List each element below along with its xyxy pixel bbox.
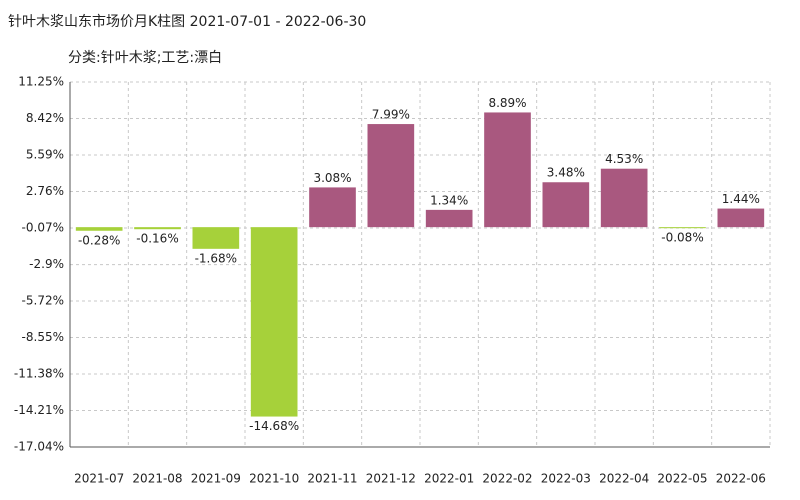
- value-label: 7.99%: [372, 108, 410, 122]
- y-tick-label: -5.72%: [22, 293, 64, 307]
- chart-subtitle: 分类:针叶木浆;工艺:漂白: [68, 50, 222, 66]
- value-label: -1.68%: [195, 251, 237, 265]
- value-label: 4.53%: [605, 152, 643, 166]
- bar: [717, 208, 765, 228]
- y-tick-label: -17.04%: [14, 440, 64, 454]
- value-label: 1.34%: [430, 193, 468, 207]
- x-tick-label: 2022-02: [482, 472, 532, 486]
- bar: [134, 227, 181, 230]
- value-label: -14.68%: [249, 419, 299, 433]
- x-tick-label: 2022-03: [541, 472, 591, 486]
- x-tick-label: 2022-06: [716, 472, 766, 486]
- x-tick-label: 2021-10: [249, 472, 299, 486]
- bar: [425, 209, 473, 228]
- x-tick-label: 2022-04: [599, 472, 649, 486]
- y-tick-label: -2.9%: [29, 257, 64, 271]
- value-label: 3.08%: [313, 171, 351, 185]
- bar: [542, 182, 590, 228]
- x-tick-label: 2021-08: [132, 472, 182, 486]
- x-tick-label: 2021-09: [191, 472, 241, 486]
- value-label: -0.08%: [661, 231, 703, 245]
- y-tick-label: 5.59%: [26, 148, 64, 162]
- bar: [309, 187, 356, 228]
- y-tick-label: 8.42%: [26, 111, 64, 125]
- bar: [600, 168, 648, 228]
- chart-title: 针叶木浆山东市场价月K柱图 2021-07-01 - 2022-06-30: [8, 13, 366, 30]
- value-label: 1.44%: [722, 192, 760, 206]
- y-tick-label: 2.76%: [26, 184, 64, 198]
- bar: [484, 112, 531, 228]
- value-label: -0.16%: [136, 232, 178, 246]
- x-tick-label: 2021-12: [366, 472, 416, 486]
- x-tick-label: 2022-05: [657, 472, 707, 486]
- value-label: -0.28%: [78, 233, 120, 247]
- x-tick-label: 2022-01: [424, 472, 474, 486]
- value-label: 8.89%: [488, 96, 526, 110]
- y-tick-label: -0.07%: [22, 221, 64, 235]
- x-tick-label: 2021-07: [74, 472, 124, 486]
- y-tick-label: -8.55%: [22, 330, 64, 344]
- bar: [659, 227, 706, 229]
- bar: [75, 227, 123, 231]
- value-label: 3.48%: [547, 166, 585, 180]
- x-tick-label: 2021-11: [307, 472, 357, 486]
- y-tick-label: 11.25%: [18, 75, 64, 89]
- bar: [192, 227, 240, 249]
- y-tick-label: -14.21%: [14, 403, 64, 417]
- bar: [367, 124, 415, 228]
- y-tick-label: -11.38%: [14, 366, 64, 380]
- bar: [250, 227, 298, 417]
